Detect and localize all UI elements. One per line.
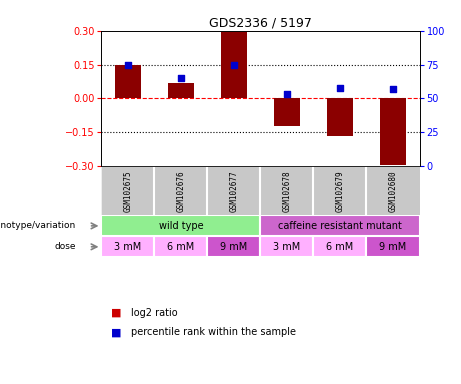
Text: 6 mM: 6 mM — [326, 242, 354, 252]
Bar — [101, 236, 154, 257]
Text: dose: dose — [54, 242, 76, 251]
Text: genotype/variation: genotype/variation — [0, 222, 76, 230]
Bar — [313, 236, 366, 257]
Text: wild type: wild type — [159, 221, 203, 231]
Bar — [327, 98, 353, 136]
Bar — [101, 215, 260, 236]
Text: GSM102680: GSM102680 — [389, 170, 397, 212]
Text: GSM102675: GSM102675 — [124, 170, 132, 212]
Text: GSM102679: GSM102679 — [336, 170, 344, 212]
Text: caffeine resistant mutant: caffeine resistant mutant — [278, 221, 402, 231]
Text: 9 mM: 9 mM — [220, 242, 248, 252]
Text: 3 mM: 3 mM — [114, 242, 142, 252]
Text: 6 mM: 6 mM — [167, 242, 195, 252]
Title: GDS2336 / 5197: GDS2336 / 5197 — [209, 17, 312, 30]
Point — [177, 75, 184, 81]
Bar — [168, 83, 194, 98]
Text: 9 mM: 9 mM — [379, 242, 407, 252]
Text: 3 mM: 3 mM — [273, 242, 301, 252]
Bar — [154, 236, 207, 257]
Point — [336, 84, 343, 91]
Point — [283, 91, 290, 98]
Text: ■: ■ — [111, 327, 121, 337]
Point — [124, 61, 132, 68]
Text: GSM102678: GSM102678 — [283, 170, 291, 212]
Text: log2 ratio: log2 ratio — [131, 308, 178, 318]
Bar — [221, 32, 247, 98]
Bar — [380, 98, 406, 165]
Point — [230, 61, 238, 68]
Point — [389, 86, 396, 92]
Bar — [115, 65, 141, 98]
Bar — [366, 236, 420, 257]
Bar — [274, 98, 300, 126]
Text: percentile rank within the sample: percentile rank within the sample — [131, 327, 296, 337]
Bar — [260, 215, 420, 236]
Bar — [207, 236, 260, 257]
Bar — [260, 236, 313, 257]
Text: GSM102677: GSM102677 — [230, 170, 238, 212]
Text: GSM102676: GSM102676 — [177, 170, 185, 212]
Text: ■: ■ — [111, 308, 121, 318]
